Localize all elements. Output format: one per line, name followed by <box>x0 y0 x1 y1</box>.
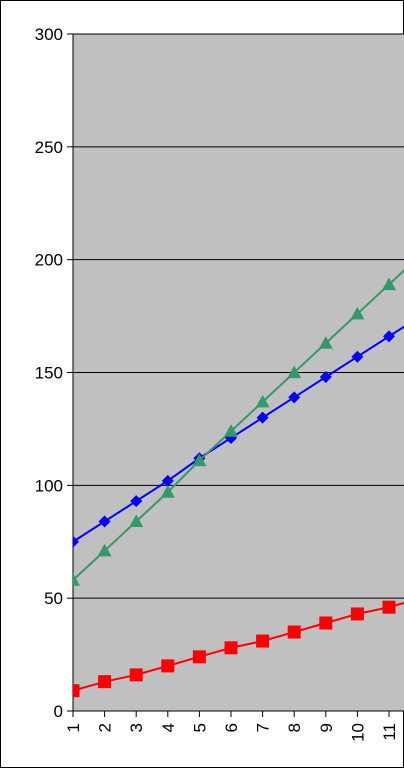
data-point-square <box>192 650 206 664</box>
x-tick-label: 9 <box>317 723 336 732</box>
x-tick-label: 8 <box>285 723 304 732</box>
data-point-square <box>129 668 143 682</box>
x-tick-label: 1 <box>64 723 83 732</box>
data-point-diamond <box>288 391 301 404</box>
x-tick-label: 5 <box>190 723 209 732</box>
y-tick-label: 150 <box>35 364 63 383</box>
gridlines <box>73 33 404 599</box>
y-tick-label: 300 <box>35 25 63 44</box>
data-point-triangle <box>350 306 365 320</box>
data-point-diamond <box>161 474 174 487</box>
data-point-square <box>382 600 396 614</box>
data-point-triangle <box>318 336 333 349</box>
data-point-diamond <box>98 515 111 528</box>
data-point-triangle <box>192 453 207 467</box>
data-point-diamond <box>351 350 364 363</box>
data-point-triangle <box>97 543 112 557</box>
data-point-triangle <box>129 514 144 528</box>
data-point-diamond <box>130 495 143 508</box>
data-point-triangle <box>224 424 238 437</box>
y-tick-label: 50 <box>44 589 63 608</box>
data-point-diamond <box>319 371 332 384</box>
data-point-triangle <box>382 277 396 291</box>
data-point-triangle <box>255 394 270 408</box>
data-point-triangle <box>287 365 302 379</box>
data-point-square <box>98 675 112 689</box>
data-point-diamond <box>256 411 269 424</box>
x-tick-label: 10 <box>348 723 367 742</box>
x-tick-label: 11 <box>380 723 399 741</box>
x-tick-label: 2 <box>96 723 115 732</box>
x-tick-label: 4 <box>159 723 178 732</box>
data-point-square <box>161 659 175 673</box>
data-point-diamond <box>73 535 79 548</box>
data-point-square <box>224 641 238 655</box>
y-tick-label: 200 <box>35 251 63 270</box>
series-layer <box>73 269 404 698</box>
x-tick-label: 7 <box>254 723 273 732</box>
data-point-diamond <box>383 330 395 343</box>
data-point-triangle <box>160 485 175 498</box>
x-tick-label: 6 <box>222 723 241 732</box>
x-tick-label: 3 <box>127 723 146 732</box>
axes <box>67 33 404 717</box>
data-point-square <box>73 684 80 698</box>
series-line <box>73 325 404 543</box>
data-point-square <box>350 607 364 621</box>
data-point-triangle <box>73 573 80 586</box>
data-point-square <box>319 616 333 630</box>
y-tick-label: 0 <box>54 702 63 721</box>
data-point-square <box>287 625 301 639</box>
tick-labels: 0 50 100 150 200 250 300 1 2 3 4 5 6 7 8 9 10 11 <box>35 25 399 742</box>
data-point-square <box>256 634 270 648</box>
y-tick-label: 100 <box>35 476 63 495</box>
y-tick-label: 250 <box>35 138 63 157</box>
